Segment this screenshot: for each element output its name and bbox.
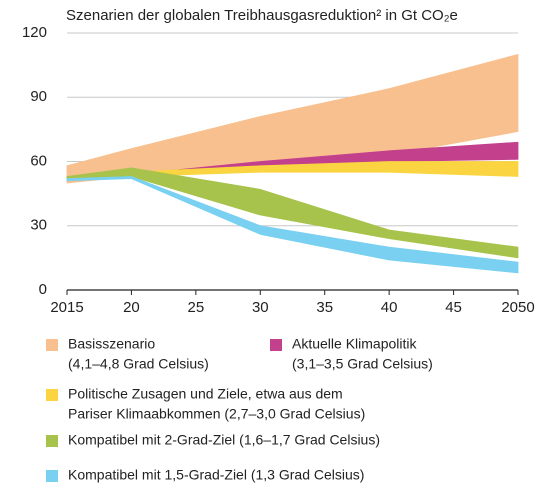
legend-label: Basisszenario bbox=[68, 336, 155, 352]
x-tick-label: 40 bbox=[381, 299, 398, 316]
y-tick-label: 0 bbox=[39, 281, 47, 298]
legend-swatch bbox=[46, 435, 58, 447]
legend-label: Kompatibel mit 2-Grad-Ziel (1,6–1,7 Grad… bbox=[68, 432, 380, 448]
chart-title: Szenarien der globalen Treibhausgasreduk… bbox=[66, 7, 458, 24]
legend-swatch bbox=[270, 339, 282, 351]
x-tick-label: 30 bbox=[252, 299, 269, 316]
y-tick-label: 60 bbox=[30, 152, 47, 169]
legend-label: (4,1–4,8 Grad Celsius) bbox=[68, 356, 209, 372]
y-tick-label: 90 bbox=[30, 88, 47, 105]
legend-swatch bbox=[46, 470, 58, 482]
x-tick-label: 20 bbox=[123, 299, 140, 316]
range-band bbox=[66, 167, 519, 259]
legend-swatch bbox=[46, 339, 58, 351]
x-tick-label: 25 bbox=[188, 299, 205, 316]
y-tick-label: 30 bbox=[30, 217, 47, 234]
legend-label: Politische Zusagen und Ziele, etwa aus d… bbox=[68, 386, 343, 402]
legend-label: Kompatibel mit 1,5-Grad-Ziel (1,3 Grad C… bbox=[68, 467, 364, 483]
x-tick-label: 2050 bbox=[501, 299, 534, 316]
legend-swatch bbox=[46, 389, 58, 401]
y-tick-label: 120 bbox=[22, 24, 47, 41]
x-tick-label: 45 bbox=[445, 299, 462, 316]
legend-label: Pariser Klimaabkommen (2,7–3,0 Grad Cels… bbox=[68, 406, 365, 422]
range-band bbox=[66, 176, 519, 274]
legend-label: Aktuelle Klimapolitik bbox=[292, 336, 417, 352]
x-tick-label: 2015 bbox=[50, 299, 83, 316]
x-tick-label: 35 bbox=[316, 299, 333, 316]
legend-label: (3,1–3,5 Grad Celsius) bbox=[292, 356, 433, 372]
